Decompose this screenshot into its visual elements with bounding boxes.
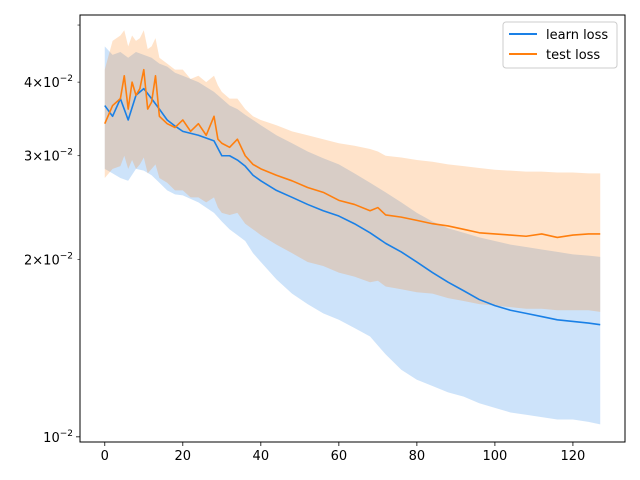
y-axis: 10−2 2×10−2 3×10−2 4×10−2 xyxy=(24,24,80,446)
legend-label-test-loss: test loss xyxy=(546,48,600,63)
legend-label-learn-loss: learn loss xyxy=(546,28,608,43)
plot-frame xyxy=(79,14,626,443)
series-line-learn-loss xyxy=(104,87,601,326)
x-tick-label: 40 xyxy=(253,449,270,464)
y-tick-label: 3×10−2 xyxy=(24,148,73,165)
y-tick-label: 4×10−2 xyxy=(24,74,73,91)
x-tick-label: 80 xyxy=(409,449,426,464)
band-test-loss xyxy=(104,30,601,312)
series-line-test-loss xyxy=(104,68,601,239)
x-tick-label: 0 xyxy=(101,449,109,464)
line-layer xyxy=(104,68,601,326)
band-learn-loss xyxy=(104,46,601,425)
x-tick-label: 100 xyxy=(482,449,507,464)
x-axis: 0 20 40 60 80 100 120 xyxy=(101,442,586,464)
legend: learn loss test loss xyxy=(502,21,618,69)
x-tick-label: 20 xyxy=(175,449,192,464)
x-tick-label: 120 xyxy=(561,449,586,464)
y-tick-label: 2×10−2 xyxy=(24,251,73,268)
x-tick-label: 60 xyxy=(331,449,348,464)
y-tick-label: 10−2 xyxy=(43,429,73,446)
band-layer xyxy=(104,30,601,425)
